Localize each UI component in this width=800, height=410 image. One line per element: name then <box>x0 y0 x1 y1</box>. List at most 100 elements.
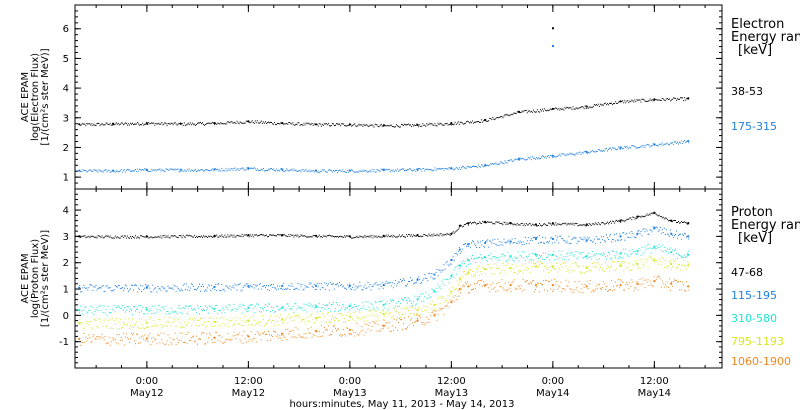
scatter-dot <box>282 289 284 291</box>
scatter-dot <box>399 279 401 280</box>
scatter-dot <box>235 169 237 171</box>
scatter-dot <box>279 309 281 311</box>
scatter-dot <box>305 168 307 170</box>
scatter-dot <box>515 159 517 161</box>
scatter-dot <box>610 103 611 104</box>
scatter-dot <box>234 323 236 325</box>
scatter-dot <box>518 224 520 226</box>
scatter-dot <box>535 237 537 238</box>
scatter-dot <box>335 327 336 329</box>
scatter-dot <box>386 321 388 323</box>
scatter-dot <box>199 313 200 315</box>
scatter-dot <box>677 267 678 269</box>
scatter-dot <box>409 300 411 302</box>
scatter-dot <box>284 170 286 172</box>
scatter-dot <box>133 306 134 308</box>
scatter-dot <box>371 234 373 236</box>
scatter-dot <box>657 215 659 217</box>
scatter-dot <box>459 266 461 268</box>
scatter-dot <box>467 121 469 123</box>
scatter-dot <box>435 271 437 273</box>
scatter-dot <box>100 124 102 125</box>
scatter-dot <box>558 154 560 156</box>
scatter-dot <box>365 301 367 303</box>
scatter-dot <box>416 235 418 237</box>
scatter-dot <box>299 316 301 318</box>
scatter-dot <box>583 236 585 238</box>
scatter-dot <box>634 287 636 289</box>
scatter-dot <box>647 144 649 146</box>
scatter-dot <box>686 281 688 283</box>
scatter-dot <box>378 288 380 290</box>
scatter-dot <box>508 259 510 261</box>
scatter-dot <box>540 261 541 263</box>
scatter-dot <box>429 303 431 305</box>
scatter-dot <box>131 326 132 328</box>
scatter-dot <box>364 284 366 286</box>
scatter-dot <box>298 122 300 124</box>
scatter-dot <box>655 278 657 280</box>
scatter-dot <box>589 280 591 281</box>
scatter-dot <box>582 106 584 108</box>
scatter-dot <box>143 124 145 126</box>
scatter-dot <box>399 316 401 318</box>
scatter-dot <box>342 286 344 288</box>
scatter-dot <box>508 222 510 224</box>
scatter-dot <box>231 286 233 288</box>
scatter-dot <box>475 245 476 247</box>
scatter-dot <box>85 169 87 171</box>
scatter-dot <box>414 282 416 284</box>
scatter-dot <box>519 270 521 272</box>
scatter-dot <box>238 332 240 334</box>
scatter-dot <box>86 340 88 342</box>
scatter-dot <box>163 235 165 236</box>
scatter-dot <box>396 317 398 319</box>
scatter-dot <box>82 341 84 343</box>
scatter-dot <box>277 234 279 235</box>
scatter-dot <box>633 290 635 292</box>
scatter-dot <box>533 224 535 226</box>
scatter-dot <box>273 168 275 170</box>
data-point <box>433 314 436 317</box>
scatter-dot <box>229 339 231 341</box>
scatter-dot <box>159 168 161 170</box>
scatter-dot <box>106 122 108 124</box>
scatter-dot <box>545 155 547 157</box>
scatter-dot <box>600 104 602 106</box>
scatter-dot <box>489 258 491 260</box>
scatter-dot <box>572 106 574 108</box>
scatter-dot <box>661 244 663 246</box>
scatter-dot <box>558 266 560 268</box>
scatter-dot <box>428 311 430 313</box>
scatter-dot <box>648 213 650 215</box>
scatter-dot <box>108 169 110 171</box>
scatter-dot <box>249 122 251 124</box>
scatter-dot <box>564 106 566 108</box>
scatter-dot <box>640 216 642 218</box>
scatter-dot <box>169 237 171 239</box>
scatter-dot <box>600 253 602 255</box>
scatter-dot <box>664 100 666 102</box>
scatter-dot <box>135 235 136 237</box>
scatter-dot <box>532 237 534 239</box>
scatter-dot <box>429 169 431 171</box>
scatter-dot <box>492 266 494 268</box>
scatter-dot <box>252 307 254 309</box>
scatter-dot <box>192 320 194 322</box>
scatter-dot <box>550 270 552 272</box>
scatter-dot <box>254 120 256 122</box>
scatter-dot <box>225 305 227 307</box>
scatter-dot <box>371 304 373 306</box>
scatter-dot <box>384 325 386 327</box>
scatter-dot <box>118 171 120 173</box>
scatter-dot <box>116 286 118 288</box>
scatter-dot <box>174 332 176 334</box>
scatter-dot <box>304 170 306 171</box>
scatter-dot <box>474 121 475 123</box>
scatter-dot <box>306 286 308 288</box>
scatter-dot <box>340 313 342 314</box>
scatter-dot <box>123 169 125 171</box>
scatter-dot <box>103 237 105 239</box>
scatter-dot <box>336 170 337 171</box>
scatter-dot <box>243 122 245 124</box>
